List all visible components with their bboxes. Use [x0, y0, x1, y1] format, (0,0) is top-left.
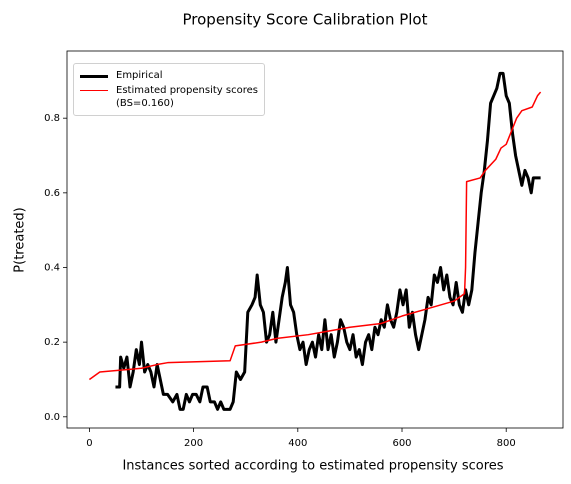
x-tick-label: 0 [86, 438, 92, 449]
y-tick-label: 0.2 [44, 337, 60, 348]
y-tick-label: 0.8 [44, 113, 60, 124]
series-line [115, 71, 541, 411]
legend-entry: Empirical [80, 69, 258, 82]
legend: Empirical Estimated propensity scores (BS… [73, 63, 265, 116]
y-tick-label: 0.6 [44, 188, 60, 199]
plot-area [88, 71, 542, 411]
axes-frame [66, 50, 564, 429]
x-tick-label: 600 [392, 438, 411, 449]
y-tick-label: 0.0 [44, 412, 60, 423]
y-tick-label: 0.4 [44, 262, 60, 273]
x-axis-label: Instances sorted according to estimated … [122, 459, 503, 474]
legend-swatch [80, 75, 108, 78]
legend-label: Empirical [116, 70, 163, 81]
legend-swatch [80, 90, 108, 91]
y-axis-label: P(treated) [13, 207, 28, 272]
legend-label: Estimated propensity scores (BS=0.160) [116, 85, 258, 109]
chart-title: Propensity Score Calibration Plot [183, 11, 428, 29]
legend-entry: Estimated propensity scores (BS=0.160) [80, 84, 258, 110]
x-tick-label: 200 [184, 438, 203, 449]
series-line [88, 91, 542, 381]
x-tick-label: 800 [497, 438, 516, 449]
x-tick-label: 400 [288, 438, 307, 449]
